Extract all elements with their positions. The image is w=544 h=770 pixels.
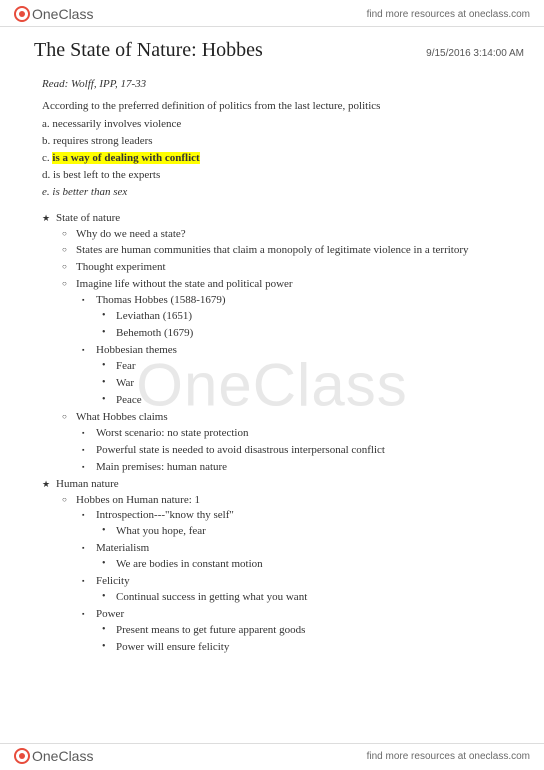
question-intro: According to the preferred definition of… bbox=[42, 99, 524, 115]
list-item-text: What Hobbes claims bbox=[76, 411, 168, 423]
list-item-text: Felicity bbox=[96, 575, 130, 587]
list-item-text: Hobbes on Human nature: 1 bbox=[76, 494, 200, 506]
outline-section-2: Human nature Hobbes on Human nature: 1 I… bbox=[42, 477, 524, 656]
list-item: Hobbes on Human nature: 1 Introspection-… bbox=[62, 493, 524, 656]
option-b-label: b. bbox=[42, 135, 50, 147]
resource-link-top[interactable]: find more resources at oneclass.com bbox=[367, 9, 530, 20]
page-title: The State of Nature: Hobbes bbox=[34, 36, 263, 65]
list-item: Why do we need a state? bbox=[62, 227, 524, 243]
list-item: Imagine life without the state and polit… bbox=[62, 277, 524, 409]
list-item: Materialism We are bodies in constant mo… bbox=[82, 541, 524, 573]
option-c-text: is a way of dealing with conflict bbox=[52, 152, 199, 164]
section-2-title: Human nature bbox=[56, 478, 119, 490]
brand-logo[interactable]: OneClass bbox=[14, 6, 93, 22]
list-item: Felicity Continual success in getting wh… bbox=[82, 574, 524, 606]
page-header: OneClass find more resources at oneclass… bbox=[0, 6, 544, 27]
list-item: Peace bbox=[102, 393, 524, 409]
reading-assignment: Read: Wolff, IPP, 17-33 bbox=[42, 77, 524, 93]
list-item-text: Hobbesian themes bbox=[96, 344, 177, 356]
option-a: a. necessarily involves violence bbox=[42, 117, 524, 133]
list-item-text: Power bbox=[96, 608, 124, 620]
list-item: Power Present means to get future appare… bbox=[82, 607, 524, 656]
list-item: Behemoth (1679) bbox=[102, 326, 524, 342]
list-item: Continual success in getting what you wa… bbox=[102, 590, 524, 606]
brand-name: OneClass bbox=[32, 6, 93, 22]
option-d: d. is best left to the experts bbox=[42, 168, 524, 184]
list-item: Introspection---"know thy self" What you… bbox=[82, 508, 524, 540]
brand-name-footer: OneClass bbox=[32, 748, 93, 764]
page-footer: OneClass find more resources at oneclass… bbox=[0, 743, 544, 764]
option-e-text: is better than sex bbox=[52, 186, 127, 198]
list-item: Power will ensure felicity bbox=[102, 640, 524, 656]
outline-list: State of nature Why do we need a state? … bbox=[42, 211, 524, 656]
option-e-label: e. bbox=[42, 186, 50, 198]
list-item: Powerful state is needed to avoid disast… bbox=[82, 443, 524, 459]
list-item: Thomas Hobbes (1588-1679) Leviathan (165… bbox=[82, 293, 524, 342]
option-e: e. is better than sex bbox=[42, 185, 524, 201]
list-item: Main premises: human nature bbox=[82, 460, 524, 476]
list-item: Present means to get future apparent goo… bbox=[102, 623, 524, 639]
section-1-title: State of nature bbox=[56, 212, 120, 224]
option-c: c. is a way of dealing with conflict bbox=[42, 151, 524, 167]
option-b-text: requires strong leaders bbox=[53, 135, 153, 147]
title-row: The State of Nature: Hobbes 9/15/2016 3:… bbox=[34, 36, 524, 65]
timestamp: 9/15/2016 3:14:00 AM bbox=[426, 47, 524, 62]
list-item-text: Thomas Hobbes (1588-1679) bbox=[96, 294, 226, 306]
brand-logo-icon bbox=[14, 748, 30, 764]
list-item: States are human communities that claim … bbox=[62, 243, 524, 259]
document-content: The State of Nature: Hobbes 9/15/2016 3:… bbox=[34, 36, 524, 657]
list-item: Hobbesian themes Fear War Peace bbox=[82, 343, 524, 409]
option-d-label: d. bbox=[42, 169, 50, 181]
option-b: b. requires strong leaders bbox=[42, 134, 524, 150]
list-item: War bbox=[102, 376, 524, 392]
list-item: What you hope, fear bbox=[102, 524, 524, 540]
option-a-text: necessarily involves violence bbox=[52, 118, 181, 130]
brand-logo-icon bbox=[14, 6, 30, 22]
outline-section-1: State of nature Why do we need a state? … bbox=[42, 211, 524, 476]
brand-logo-footer[interactable]: OneClass bbox=[14, 748, 93, 764]
option-a-label: a. bbox=[42, 118, 50, 130]
list-item: What Hobbes claims Worst scenario: no st… bbox=[62, 410, 524, 476]
list-item-text: Imagine life without the state and polit… bbox=[76, 278, 293, 290]
option-d-text: is best left to the experts bbox=[53, 169, 160, 181]
option-c-label: c. bbox=[42, 152, 50, 164]
list-item: Leviathan (1651) bbox=[102, 309, 524, 325]
list-item-text: Materialism bbox=[96, 542, 149, 554]
list-item-text: Introspection---"know thy self" bbox=[96, 509, 234, 521]
list-item: Thought experiment bbox=[62, 260, 524, 276]
list-item: Worst scenario: no state protection bbox=[82, 426, 524, 442]
list-item: Fear bbox=[102, 359, 524, 375]
resource-link-bottom[interactable]: find more resources at oneclass.com bbox=[367, 751, 530, 762]
list-item: We are bodies in constant motion bbox=[102, 557, 524, 573]
